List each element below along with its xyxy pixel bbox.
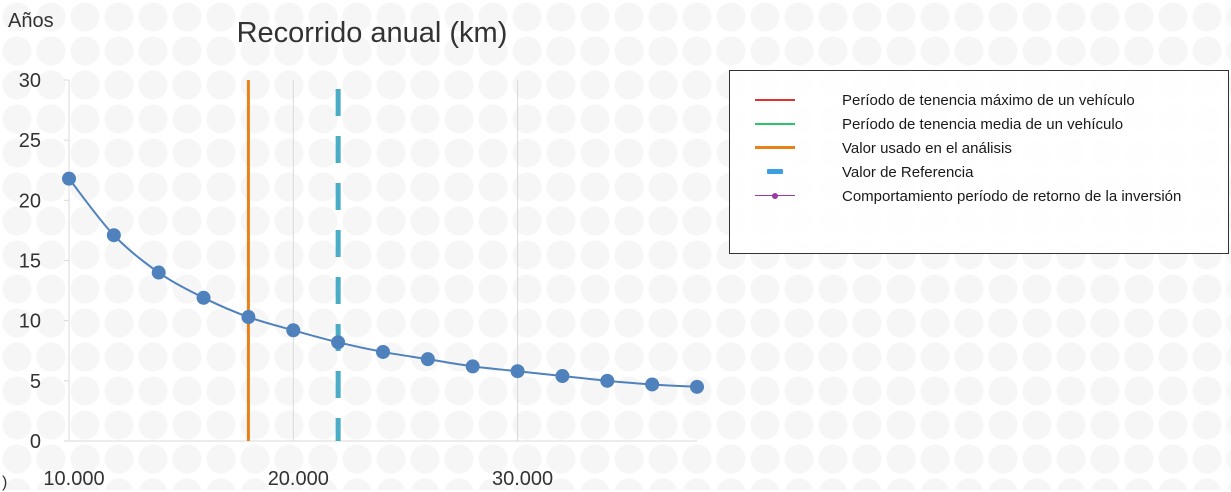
legend-entry-comportamiento: Comportamiento período de retorno de la … <box>730 185 1181 207</box>
y-tick-label-3: 15 <box>19 251 41 273</box>
data-point-11 <box>555 369 570 384</box>
y-tick-label-4: 20 <box>19 190 41 212</box>
legend-label-comportamiento: Comportamiento período de retorno de la … <box>842 187 1182 205</box>
x-tick-label-1: 20.000 <box>268 468 329 490</box>
legend-label-max: Período de tenencia máximo de un vehícul… <box>842 91 1135 109</box>
legend-swatch-media <box>755 113 795 135</box>
edge-mark: ) <box>2 474 8 491</box>
data-point-13 <box>645 377 660 392</box>
data-point-7 <box>376 344 390 359</box>
legend-entry-analisis: Valor usado en el análisis <box>730 137 1012 159</box>
y-tick-label-6: 30 <box>19 70 41 92</box>
legend-entry-media: Período de tenencia media de un vehículo <box>730 113 1123 135</box>
data-point-4 <box>241 310 256 325</box>
y-tick-label-2: 10 <box>19 311 41 333</box>
y-tick-label-0: 0 <box>30 431 41 453</box>
data-point-14 <box>690 379 704 394</box>
legend-label-media: Período de tenencia media de un vehículo <box>842 115 1124 133</box>
data-point-12 <box>600 373 615 388</box>
data-point-6 <box>331 335 346 350</box>
data-point-1 <box>106 228 121 243</box>
legend: Período de tenencia máximo de un vehícul… <box>729 70 1229 254</box>
data-point-5 <box>286 323 301 338</box>
data-point-3 <box>196 290 211 305</box>
y-tick-label-1: 5 <box>30 371 41 393</box>
x-tick-label-0: 10.000 <box>43 468 104 490</box>
y-axis-label: Años <box>8 10 54 32</box>
legend-swatch-max <box>755 89 795 111</box>
data-point-0 <box>62 171 76 186</box>
legend-swatch-analisis <box>755 137 795 159</box>
x-tick-label-2: 30.000 <box>492 468 553 490</box>
legend-label-analisis: Valor usado en el análisis <box>842 139 1012 157</box>
data-point-9 <box>465 359 480 374</box>
legend-swatch-comportamiento <box>755 185 795 207</box>
legend-label-referencia: Valor de Referencia <box>842 163 974 181</box>
legend-entry-referencia: Valor de Referencia <box>730 161 973 183</box>
chart-title: Recorrido anual (km) <box>237 17 508 49</box>
data-point-10 <box>510 364 525 379</box>
legend-swatch-referencia <box>755 161 795 183</box>
y-tick-label-5: 25 <box>19 130 41 152</box>
legend-entry-max: Período de tenencia máximo de un vehícul… <box>730 89 1135 111</box>
data-point-8 <box>420 352 435 367</box>
data-point-2 <box>151 265 166 280</box>
